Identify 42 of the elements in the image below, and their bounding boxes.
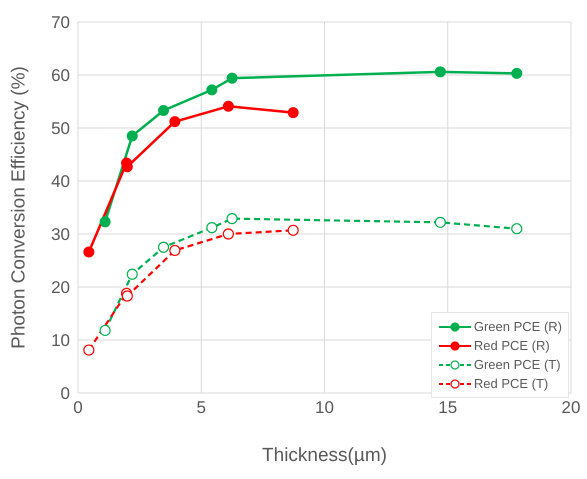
y-tick-label: 70 xyxy=(51,13,70,32)
point xyxy=(126,130,138,142)
legend-label: Green PCE (T) xyxy=(474,356,561,374)
legend-label: Green PCE (R) xyxy=(474,318,562,336)
point xyxy=(434,216,446,228)
y-tick-label: 10 xyxy=(51,331,70,350)
x-tick-label: 15 xyxy=(438,398,458,418)
x-tick-label: 20 xyxy=(562,398,580,418)
point xyxy=(83,246,94,258)
x-tick-label: 10 xyxy=(315,398,334,418)
point xyxy=(158,105,170,116)
legend-label: Red PCE (T) xyxy=(474,375,548,393)
legend-label: Red PCE (R) xyxy=(474,337,550,355)
point xyxy=(222,100,234,112)
y-tick-label: 40 xyxy=(51,172,70,192)
point xyxy=(100,324,111,336)
point xyxy=(434,66,446,78)
y-tick-label: 20 xyxy=(51,278,70,298)
point xyxy=(288,224,299,236)
point xyxy=(511,223,522,234)
point xyxy=(206,222,218,234)
x-tick-label: 0 xyxy=(73,398,83,418)
point xyxy=(288,107,299,118)
y-tick-label: 0 xyxy=(60,384,70,404)
y-axis-title: Photon Conversion Efficiency (%) xyxy=(8,66,30,349)
point xyxy=(169,244,180,256)
point xyxy=(169,116,180,128)
point xyxy=(511,68,522,79)
point xyxy=(206,84,218,96)
point xyxy=(158,242,170,253)
point xyxy=(226,72,238,84)
point xyxy=(122,290,133,302)
point xyxy=(83,344,94,356)
point xyxy=(100,216,111,228)
point xyxy=(126,268,138,280)
y-tick-label: 60 xyxy=(51,66,70,86)
x-axis-title: Thickness(µm) xyxy=(262,445,387,466)
y-tick-label: 50 xyxy=(51,119,70,138)
y-tick-label: 30 xyxy=(51,225,70,244)
x-tick-label: 5 xyxy=(196,398,206,418)
point xyxy=(226,213,238,224)
point xyxy=(222,228,234,240)
